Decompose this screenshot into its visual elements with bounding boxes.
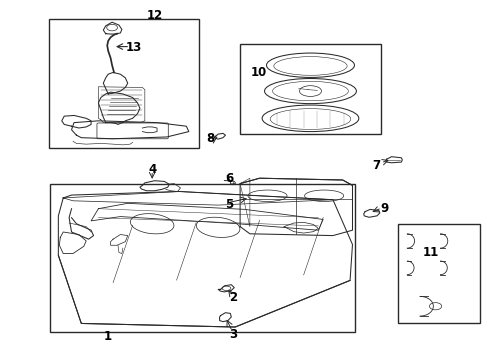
Text: 3: 3 xyxy=(229,328,237,341)
Text: 2: 2 xyxy=(229,291,237,304)
Bar xyxy=(398,225,480,323)
Text: 8: 8 xyxy=(207,132,215,145)
Text: 4: 4 xyxy=(148,163,156,176)
Text: 7: 7 xyxy=(372,159,380,172)
Text: 12: 12 xyxy=(147,9,163,22)
Text: 11: 11 xyxy=(422,246,439,259)
Bar xyxy=(49,19,199,148)
Text: 1: 1 xyxy=(104,330,112,343)
Text: 6: 6 xyxy=(225,172,234,185)
Text: 10: 10 xyxy=(250,66,267,79)
Bar xyxy=(49,184,355,332)
Text: 9: 9 xyxy=(381,202,389,215)
Text: 13: 13 xyxy=(125,41,142,54)
Bar xyxy=(240,44,381,134)
Text: 5: 5 xyxy=(225,198,234,211)
